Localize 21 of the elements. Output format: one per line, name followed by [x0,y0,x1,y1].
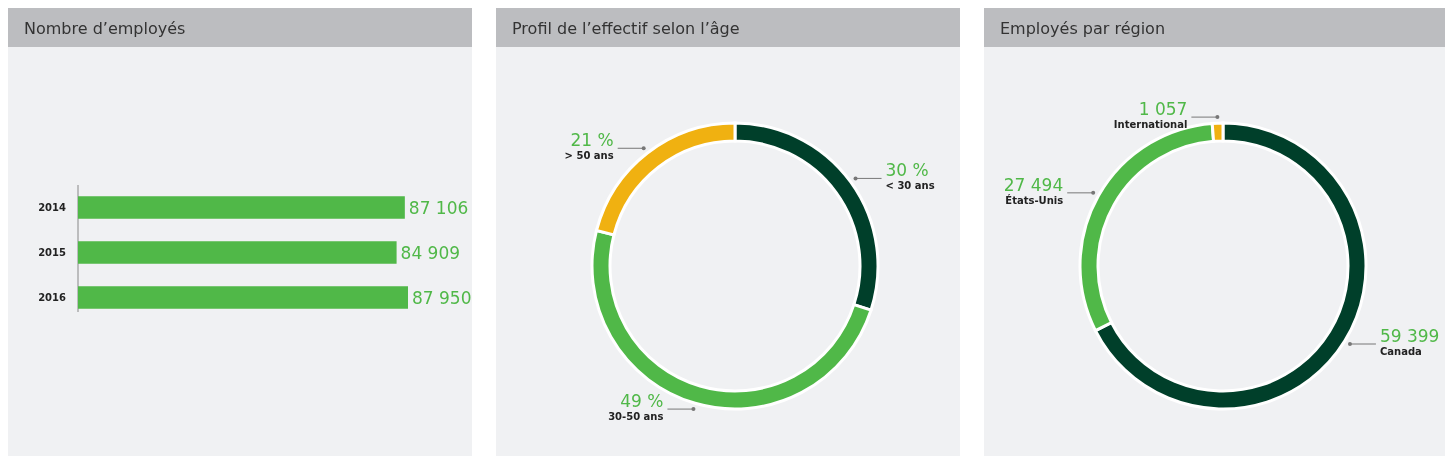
data-label: 84 909 [400,242,461,263]
y-tick-label: 2014 [38,202,67,213]
y-tick-label: 2016 [38,292,67,303]
data-label: 27 494 [1003,174,1064,195]
data-label: 59 399 [1379,326,1440,346]
data-label: 49 % [620,391,664,412]
chart-title: Nombre d’employés [24,19,186,38]
data-label: 21 % [570,130,614,151]
y-tick-label: 2015 [38,247,67,258]
slice-label: International [1113,119,1188,131]
data-label: 1 057 [1138,99,1188,120]
data-label: 30 % [885,160,929,181]
chart-title: Employés par région [1000,19,1166,38]
slice-label: < 30 ans [885,180,935,192]
slice-label: Canada [1379,346,1422,357]
chart-title: Profil de l’effectif selon l’âge [512,19,740,38]
data-label: 87 950 [412,287,472,308]
slice-label: 30-50 ans [608,411,664,423]
slice-label: États-Unis [1005,193,1064,206]
data-label: 87 106 [408,197,469,218]
slice-label: > 50 ans [564,150,614,162]
